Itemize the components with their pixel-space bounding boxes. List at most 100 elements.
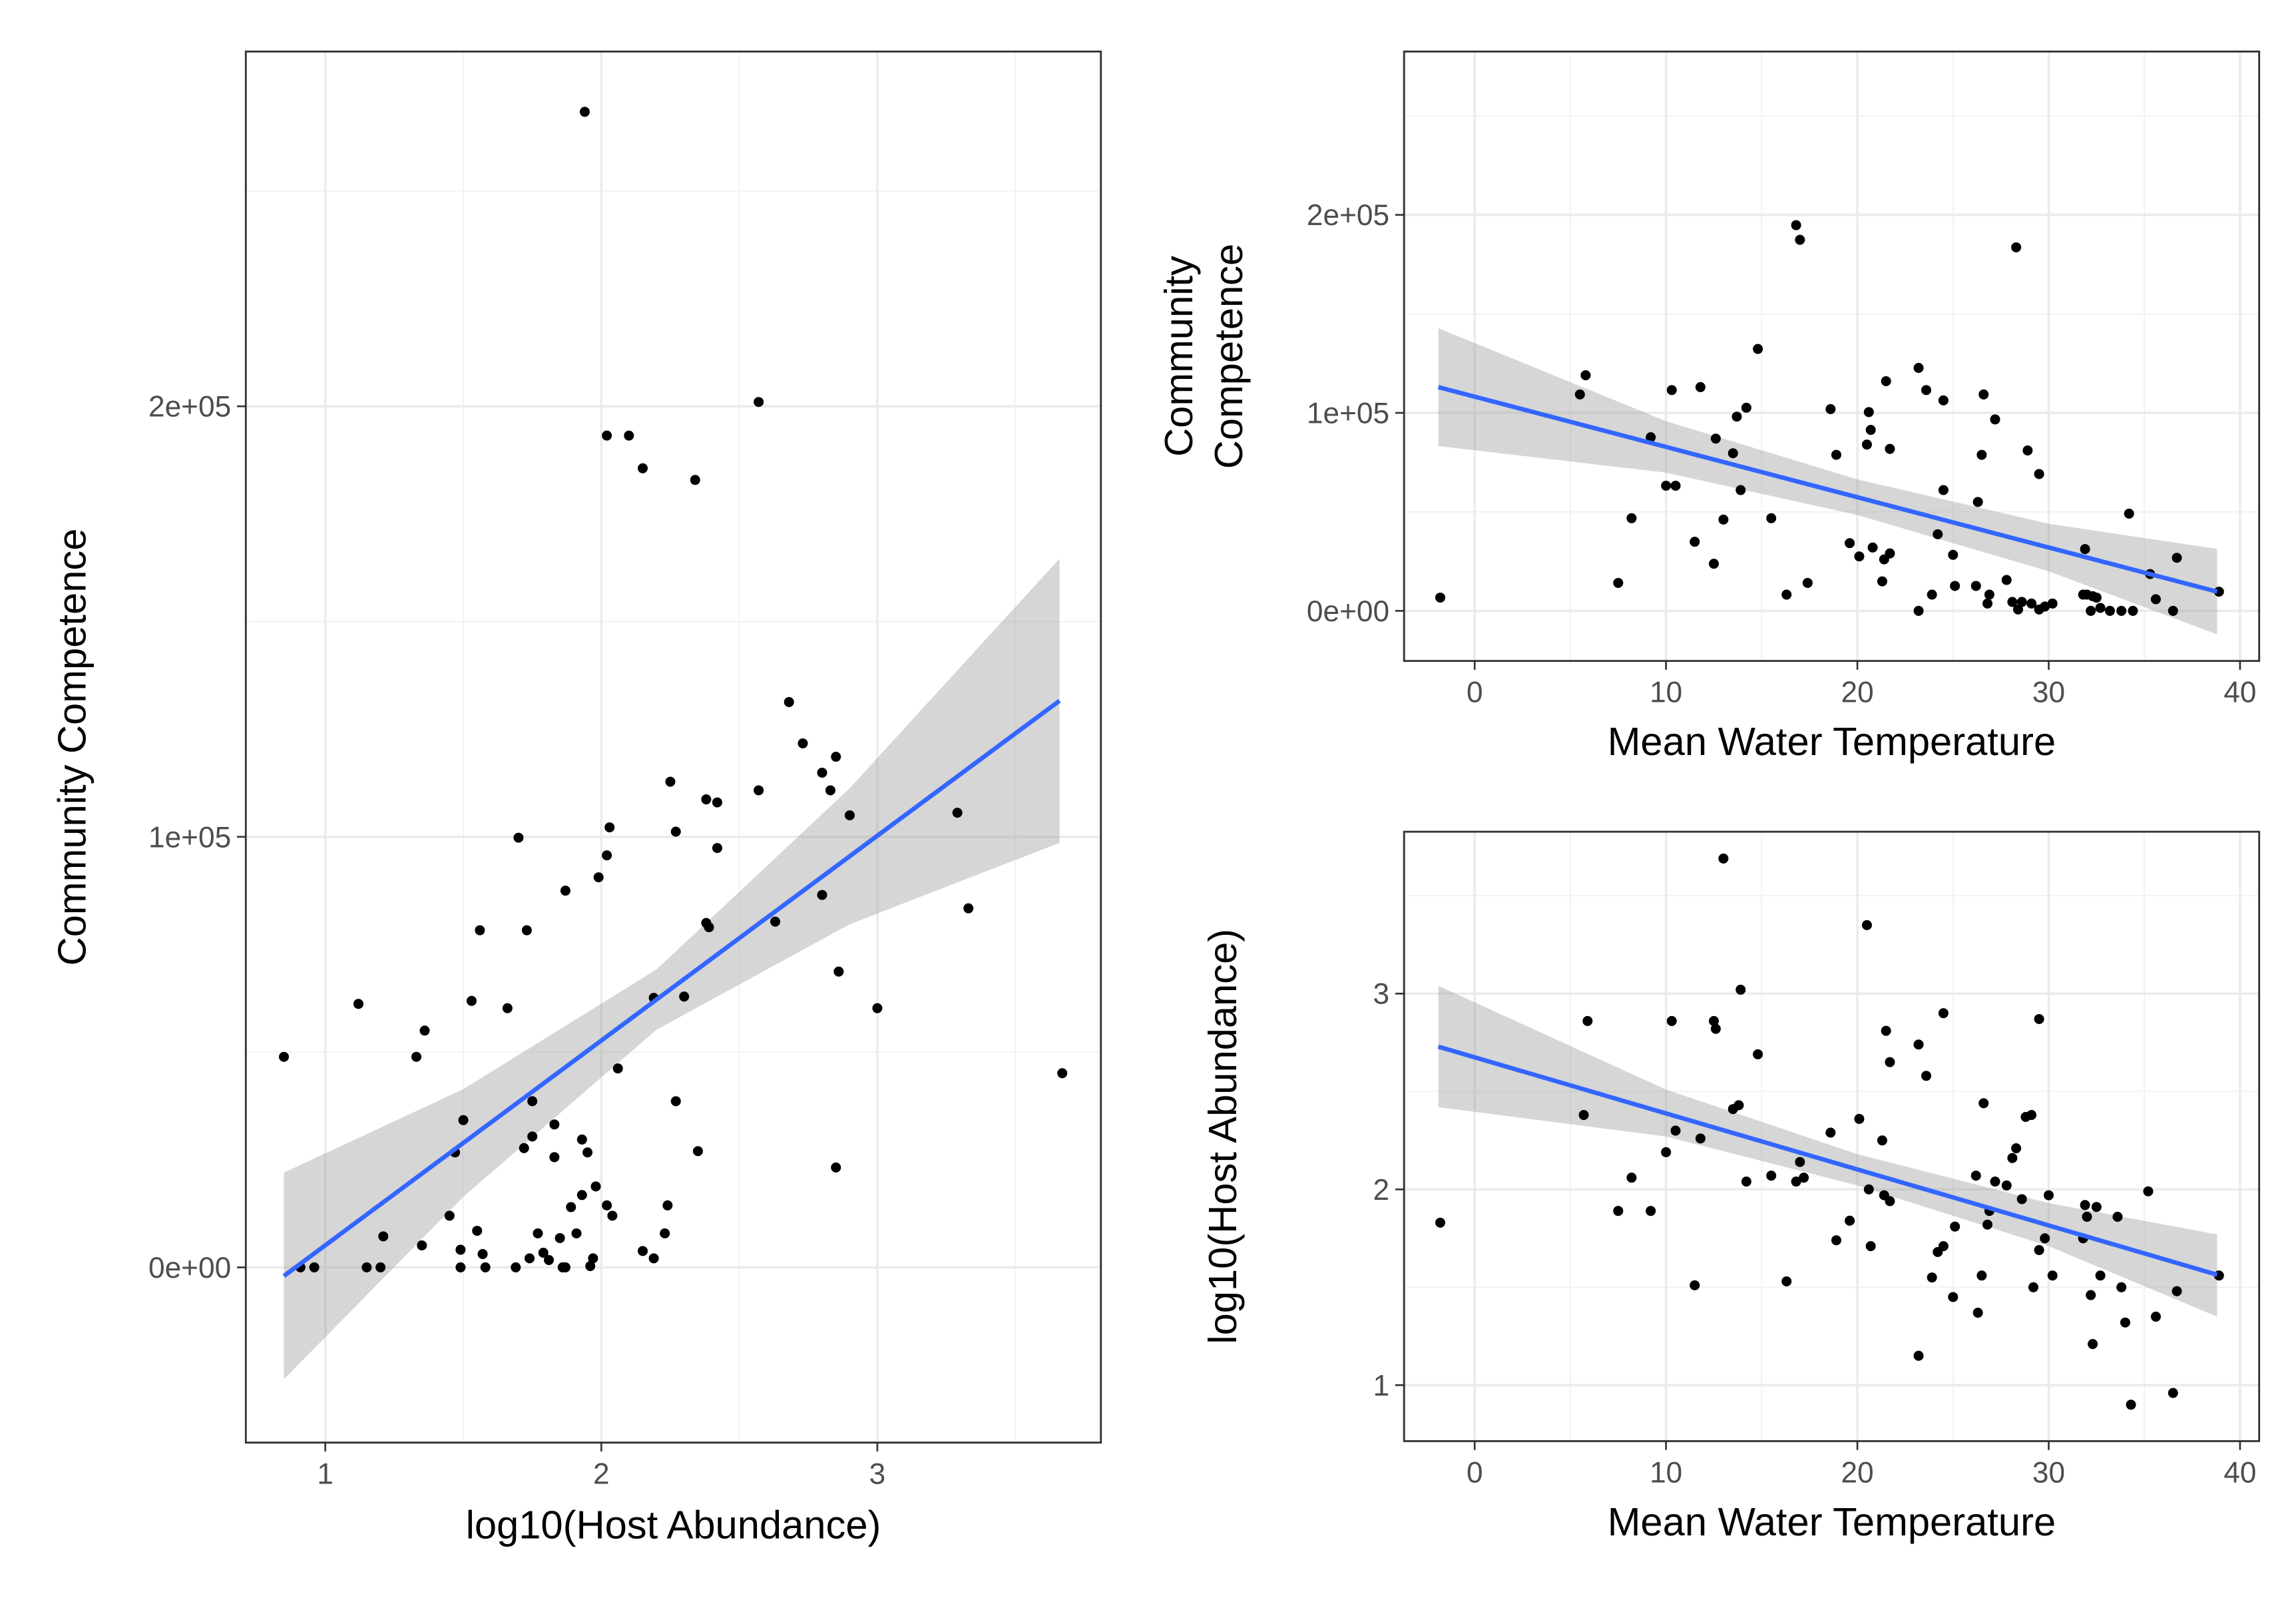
point — [833, 966, 844, 977]
point — [2128, 605, 2138, 616]
point — [1913, 363, 1924, 374]
point — [1867, 542, 1878, 553]
point — [455, 1262, 466, 1272]
point — [612, 1063, 623, 1074]
point — [1661, 480, 1672, 491]
point — [1970, 581, 1981, 591]
point — [1626, 1173, 1637, 1183]
point — [1972, 497, 1983, 507]
point — [1927, 589, 1937, 600]
point — [278, 1051, 290, 1062]
point — [817, 890, 827, 900]
point — [1727, 448, 1738, 459]
point — [2047, 598, 2058, 609]
point — [1435, 592, 1446, 603]
point — [1613, 577, 1624, 589]
point — [576, 1190, 587, 1201]
y-axis-title: Competence — [1206, 244, 1251, 469]
point — [1735, 984, 1746, 995]
point — [2082, 1211, 2092, 1222]
point — [1885, 1057, 1895, 1067]
point — [704, 922, 714, 933]
point — [2047, 1270, 2058, 1281]
point — [2026, 1110, 2037, 1121]
point — [1795, 234, 1805, 245]
point — [1948, 1292, 1958, 1302]
point — [2120, 1317, 2130, 1328]
panel-border — [1403, 50, 2261, 663]
point — [1970, 1171, 1981, 1181]
point — [1753, 344, 1763, 354]
point — [1950, 1221, 1960, 1232]
point — [1913, 1039, 1924, 1050]
point — [712, 843, 722, 854]
point — [2007, 597, 2018, 607]
point — [2168, 1388, 2178, 1398]
point — [602, 850, 612, 861]
point — [1791, 220, 1801, 230]
x-tick-label: 30 — [2032, 676, 2065, 709]
point — [670, 826, 681, 837]
point — [2080, 1200, 2090, 1210]
point — [2012, 604, 2024, 615]
point — [472, 1225, 483, 1236]
point — [2011, 242, 2022, 252]
point — [475, 925, 485, 936]
point — [607, 1210, 618, 1221]
point — [375, 1262, 386, 1272]
panel-background — [246, 51, 1101, 1443]
point — [1766, 1171, 1777, 1181]
x-tick-label: 20 — [1841, 676, 1873, 709]
point — [2034, 1013, 2044, 1025]
point — [1661, 1147, 1672, 1157]
point — [2080, 544, 2090, 555]
point — [2112, 1211, 2123, 1222]
point — [1877, 576, 1887, 587]
point — [1984, 589, 1994, 600]
trend-line — [282, 698, 1061, 1278]
point — [1831, 1235, 1841, 1246]
point — [1978, 389, 1989, 400]
point — [1927, 1272, 1937, 1283]
point — [2095, 603, 2106, 613]
y-axis-title: log10(Host Abundance) — [1200, 929, 1245, 1344]
point — [1574, 389, 1585, 400]
point — [1735, 485, 1746, 495]
point — [560, 1262, 571, 1272]
point — [533, 1228, 543, 1238]
x-tick-label: 10 — [1650, 1456, 1682, 1489]
trend-line — [1437, 1044, 2218, 1277]
point — [458, 1115, 469, 1125]
point — [2116, 605, 2127, 616]
point — [411, 1051, 422, 1062]
point — [2086, 1290, 2096, 1300]
point — [2150, 594, 2161, 605]
point — [1938, 395, 1949, 405]
x-axis-title: Mean Water Temperature — [1608, 1499, 2056, 1544]
panel-border — [244, 50, 1102, 1444]
point — [1831, 449, 1841, 460]
point — [2126, 1400, 2136, 1410]
point — [1666, 385, 1677, 396]
y-tick-label: 1e+05 — [1307, 398, 1389, 430]
y-tick-label: 2e+05 — [148, 391, 231, 423]
point — [2022, 445, 2033, 456]
point — [560, 886, 571, 896]
point — [1921, 385, 1932, 396]
point — [513, 832, 524, 843]
point — [2043, 1190, 2054, 1201]
point — [549, 1119, 560, 1130]
y-tick-label: 1e+05 — [148, 821, 231, 854]
point — [544, 1254, 555, 1265]
point — [1861, 920, 1872, 930]
point — [1982, 598, 1993, 609]
y-tick-label: 0e+00 — [148, 1252, 231, 1284]
point — [1578, 1110, 1589, 1121]
point — [579, 107, 590, 117]
point — [1845, 538, 1855, 549]
point — [660, 1228, 670, 1238]
point — [2001, 575, 2012, 585]
point — [527, 1096, 538, 1107]
point — [1854, 1113, 1865, 1124]
point — [831, 1162, 841, 1173]
